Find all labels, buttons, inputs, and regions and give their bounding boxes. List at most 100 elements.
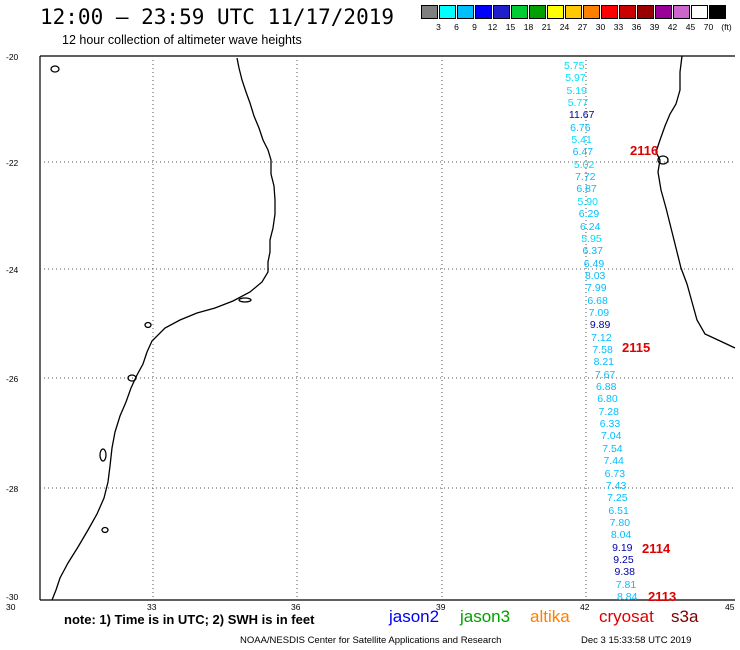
wave-height-value: 7.80 — [609, 516, 631, 529]
colorbar-swatch — [601, 5, 618, 19]
lon-label: 45 — [725, 602, 735, 612]
wave-height-value: 6.24 — [580, 220, 601, 233]
colorbar-label: 30 — [595, 22, 606, 32]
legend-jason3: jason3 — [460, 607, 511, 626]
wave-height-value: 5.41 — [571, 134, 592, 147]
wave-height-value: 5.02 — [573, 158, 595, 171]
madagascar-coastline — [655, 55, 736, 349]
wave-height-value: 6.51 — [608, 504, 629, 517]
wave-height-value: 7.81 — [615, 578, 637, 591]
colorbar-label: 21 — [541, 22, 552, 32]
lon-label: 30 — [6, 602, 16, 612]
lon-label: 36 — [291, 602, 301, 612]
wave-height-value: 8.84 — [617, 591, 638, 603]
africa-coastline — [51, 57, 276, 601]
colorbar-label: 36 — [631, 22, 642, 32]
wave-height-value: 6.33 — [599, 418, 621, 431]
lake-marker — [50, 65, 60, 73]
lake-marker — [101, 526, 109, 534]
lat-label: -22 — [6, 158, 19, 168]
colorbar-label: 3 — [436, 22, 441, 32]
wave-height-value: 6.49 — [583, 257, 605, 270]
coastline — [50, 55, 736, 601]
lake-marker — [99, 448, 107, 462]
wave-height-value: 5.95 — [581, 232, 602, 245]
wave-height-value: 6.47 — [572, 146, 594, 159]
wave-height-value: 6.29 — [578, 208, 600, 221]
colorbar-swatch — [691, 5, 708, 19]
legend-cryosat: cryosat — [599, 607, 654, 626]
wave-height-value: 9.25 — [613, 553, 634, 566]
page-title: 12:00 – 23:59 UTC 11/17/2019 — [40, 5, 395, 29]
lon-label: 33 — [147, 602, 157, 612]
map-frame — [39, 55, 735, 601]
wave-height-value: 7.72 — [575, 171, 596, 184]
track-time-label: 2115 — [622, 340, 651, 355]
legend-s3a: s3a — [671, 607, 699, 626]
page-subtitle: 12 hour collection of altimeter wave hei… — [62, 33, 302, 47]
colorbar-swatch — [439, 5, 456, 19]
track-time-label: 2114 — [642, 541, 671, 556]
colorbar-swatch — [421, 5, 438, 19]
wave-height-value: 11.67 — [568, 109, 595, 122]
colorbar-label: (ft) — [721, 22, 732, 32]
generated-timestamp: Dec 3 15:33:58 UTC 2019 — [581, 635, 692, 646]
wave-height-value: 8.04 — [610, 529, 632, 542]
wave-height-value: 9.38 — [614, 566, 635, 579]
wave-height-value: 6.73 — [604, 467, 626, 480]
colorbar-label: 12 — [487, 22, 498, 32]
wave-height-value: 8.21 — [593, 356, 615, 369]
lon-label: 42 — [580, 602, 590, 612]
colorbar-label: 15 — [505, 22, 516, 32]
wave-height-value: 6.76 — [570, 121, 591, 134]
colorbar-swatch — [673, 5, 690, 19]
wave-height-value: 9.19 — [612, 541, 633, 554]
wave-height-value: 7.25 — [607, 492, 628, 505]
colorbar-label: 27 — [577, 22, 588, 32]
colorbar-swatch — [511, 5, 528, 19]
wave-height-value: 6.37 — [582, 245, 603, 258]
colorbar-swatch — [565, 5, 582, 19]
lat-label: -30 — [6, 592, 19, 602]
colorbar-swatch — [709, 5, 726, 19]
colorbar-label: 9 — [472, 22, 477, 32]
wave-height-value: 7.09 — [588, 306, 610, 319]
footer-note: note: 1) Time is in UTC; 2) SWH is in fe… — [64, 612, 315, 627]
colorbar-swatch — [619, 5, 636, 19]
wave-height-value: 7.04 — [600, 430, 622, 443]
wave-height-value: 7.28 — [598, 405, 619, 418]
legend-jason2: jason2 — [389, 607, 440, 626]
colorbar-swatch — [529, 5, 546, 19]
wave-height-value: 7.12 — [591, 331, 612, 344]
lake-marker — [144, 321, 152, 329]
colorbar-label: 24 — [559, 22, 570, 32]
wave-height-value: 6.80 — [597, 393, 618, 406]
wave-height-value: 7.58 — [592, 344, 613, 357]
wave-height-value: 5.77 — [567, 97, 589, 110]
lake-marker — [127, 374, 137, 382]
colorbar-label: 39 — [649, 22, 660, 32]
wave-height-value: 6.68 — [587, 294, 608, 307]
wave-height-value: 9.89 — [589, 319, 611, 332]
colorbar-label: 18 — [523, 22, 534, 32]
track-time-label: 2113 — [648, 589, 677, 604]
wave-height-value: 5.75 — [564, 60, 585, 72]
colorbar-label: 45 — [685, 22, 696, 32]
colorbar-swatch — [583, 5, 600, 19]
colorbar-swatch — [475, 5, 492, 19]
colorbar-label: 70 — [703, 22, 714, 32]
wave-height-value: 8.03 — [584, 269, 606, 282]
colorbar-label: 6 — [454, 22, 459, 32]
lat-label: -24 — [6, 265, 19, 275]
colorbar-label: 33 — [613, 22, 624, 32]
wave-height-value: 7.54 — [602, 442, 623, 455]
colorbar-swatch — [655, 5, 672, 19]
wave-height-value: 6.88 — [596, 381, 617, 394]
colorbar-swatch — [493, 5, 510, 19]
lake-marker — [238, 297, 252, 303]
wave-height-value: 6.87 — [576, 183, 597, 196]
wave-height-value: 7.44 — [603, 455, 624, 468]
colorbar-swatch — [637, 5, 654, 19]
wave-height-value: 5.19 — [566, 84, 587, 97]
